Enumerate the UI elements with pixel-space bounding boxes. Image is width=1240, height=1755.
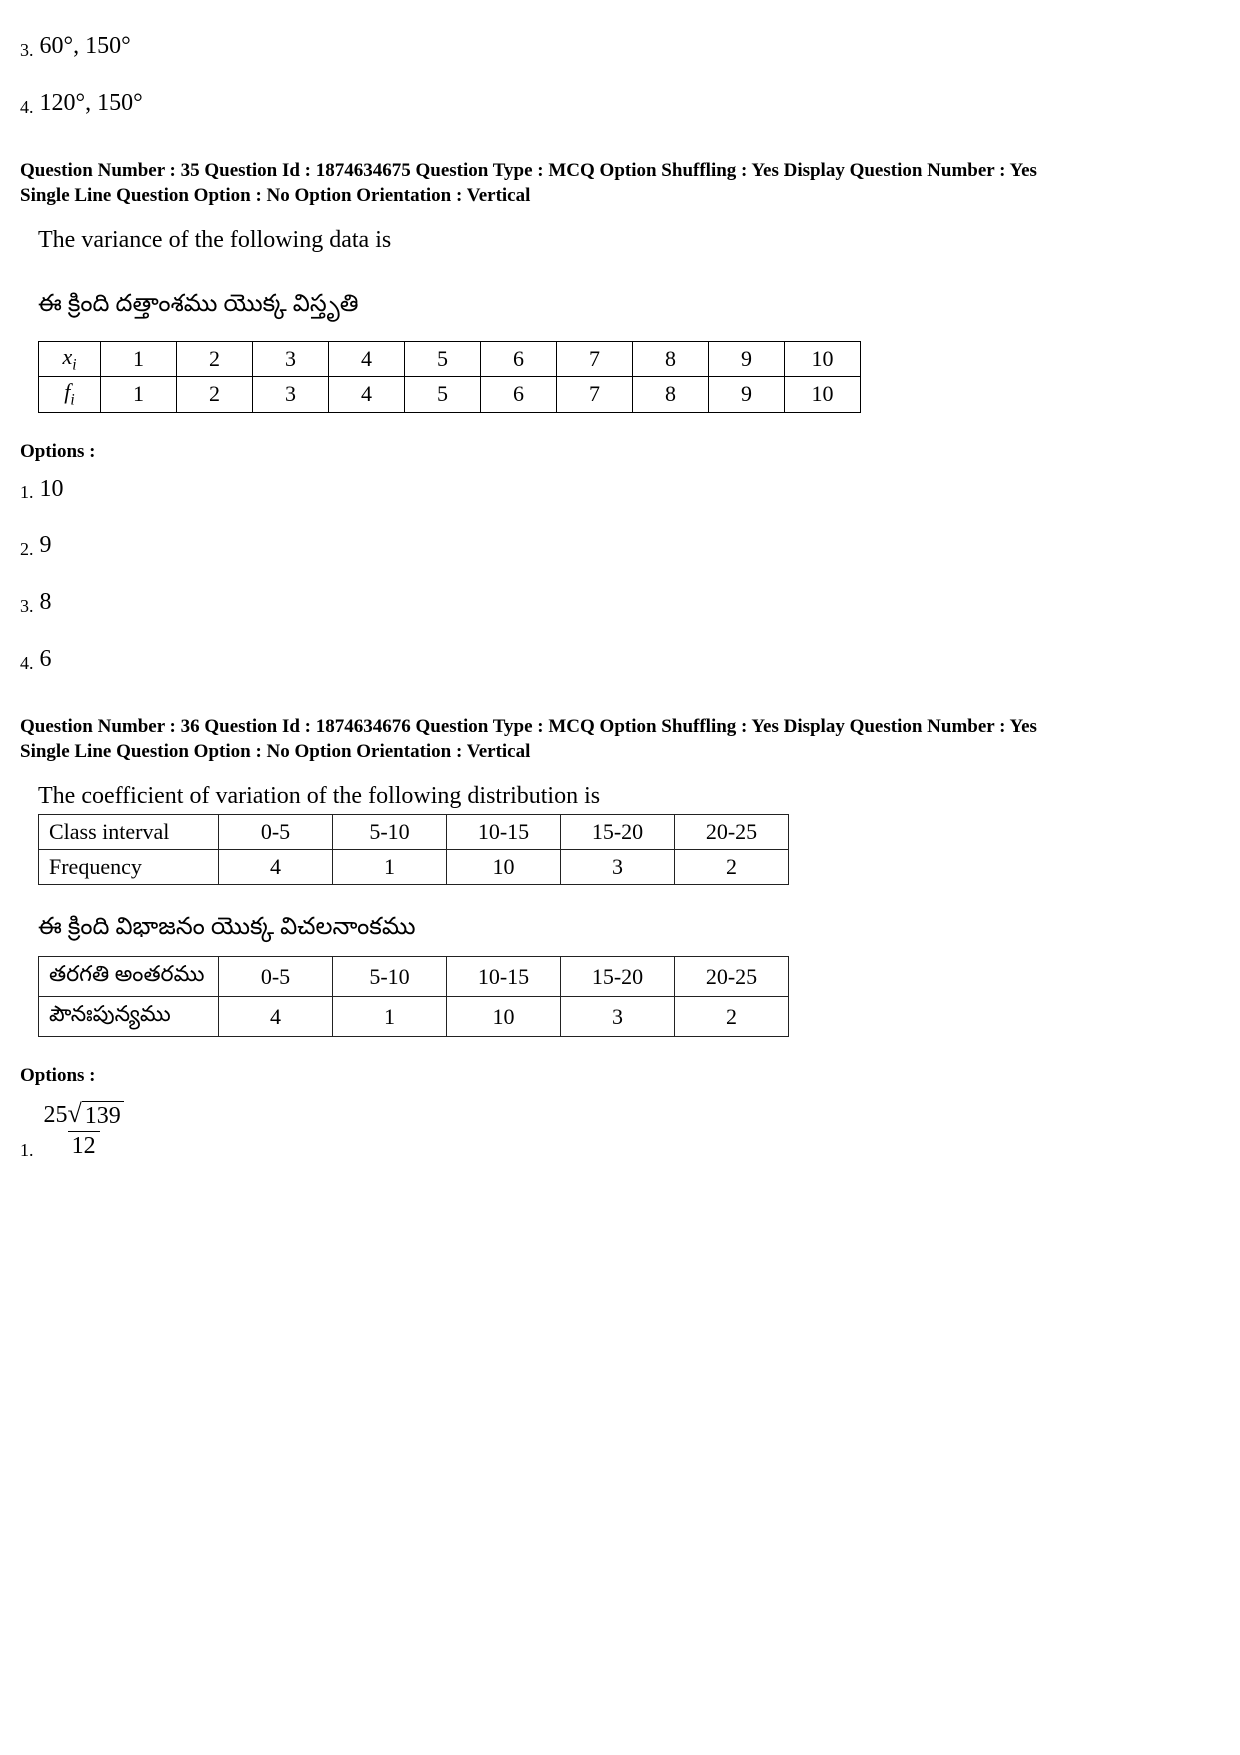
cell: 5-10 bbox=[333, 957, 447, 997]
prev-option-3: 3. 60°, 150° bbox=[20, 32, 1220, 61]
cell: 2 bbox=[177, 377, 253, 412]
fraction: 25√139 12 bbox=[40, 1099, 128, 1161]
table-row: xi 1 2 3 4 5 6 7 8 9 10 bbox=[39, 341, 861, 376]
q36-option-1: 1. 25√139 12 bbox=[20, 1099, 1220, 1161]
option-num: 4. bbox=[20, 654, 34, 674]
cell: 3 bbox=[253, 341, 329, 376]
cell: Frequency bbox=[39, 850, 219, 885]
cell: 1 bbox=[101, 341, 177, 376]
denominator: 12 bbox=[68, 1131, 100, 1161]
cell: 2 bbox=[675, 850, 789, 885]
cell: 8 bbox=[633, 341, 709, 376]
cell: 0-5 bbox=[219, 815, 333, 850]
table-row: Class interval 0-5 5-10 10-15 15-20 20-2… bbox=[39, 815, 789, 850]
cell: 7 bbox=[557, 341, 633, 376]
q35-option-4: 4. 6 bbox=[20, 645, 1220, 674]
question-36-text-en: The coefficient of variation of the foll… bbox=[38, 783, 1220, 810]
cell: 1 bbox=[333, 997, 447, 1037]
cell: 7 bbox=[557, 377, 633, 412]
cell: తరగతి అంతరము bbox=[39, 957, 219, 997]
cell: పౌనఃపున్యము bbox=[39, 997, 219, 1037]
cell: 10 bbox=[447, 850, 561, 885]
meta-line-2: Single Line Question Option : No Option … bbox=[20, 741, 530, 762]
question-36-table-en: Class interval 0-5 5-10 10-15 15-20 20-2… bbox=[38, 814, 789, 885]
cell: Class interval bbox=[39, 815, 219, 850]
row-header: fi bbox=[39, 377, 101, 412]
question-36-meta: Question Number : 36 Question Id : 18746… bbox=[20, 714, 1220, 765]
cell: 10-15 bbox=[447, 815, 561, 850]
cell: 10 bbox=[447, 997, 561, 1037]
cell: 2 bbox=[177, 341, 253, 376]
table-row: Frequency 4 1 10 3 2 bbox=[39, 850, 789, 885]
cell: 20-25 bbox=[675, 815, 789, 850]
question-35-meta: Question Number : 35 Question Id : 18746… bbox=[20, 158, 1220, 209]
option-num: 4. bbox=[20, 98, 34, 118]
meta-line-1: Question Number : 35 Question Id : 18746… bbox=[20, 160, 1037, 181]
cell: 20-25 bbox=[675, 957, 789, 997]
radicand: 139 bbox=[82, 1101, 124, 1131]
coef: 25 bbox=[44, 1102, 68, 1128]
cell: 2 bbox=[675, 997, 789, 1037]
var-x: x bbox=[62, 344, 72, 369]
cell: 9 bbox=[709, 377, 785, 412]
sub-i: i bbox=[70, 392, 74, 409]
option-text: 6 bbox=[40, 645, 52, 674]
cell: 10 bbox=[785, 341, 861, 376]
cell: 4 bbox=[329, 341, 405, 376]
option-text: 9 bbox=[40, 531, 52, 560]
table-row: fi 1 2 3 4 5 6 7 8 9 10 bbox=[39, 377, 861, 412]
option-num: 2. bbox=[20, 540, 34, 560]
option-num: 1. bbox=[20, 1141, 34, 1161]
option-num: 3. bbox=[20, 597, 34, 617]
cell: 1 bbox=[333, 850, 447, 885]
q35-option-2: 2. 9 bbox=[20, 531, 1220, 560]
cell: 3 bbox=[561, 997, 675, 1037]
row-header: xi bbox=[39, 341, 101, 376]
cell: 10 bbox=[785, 377, 861, 412]
table-row: తరగతి అంతరము 0-5 5-10 10-15 15-20 20-25 bbox=[39, 957, 789, 997]
option-text: 10 bbox=[40, 475, 64, 504]
option-text: 120°, 150° bbox=[40, 89, 143, 118]
q35-option-3: 3. 8 bbox=[20, 588, 1220, 617]
cell: 15-20 bbox=[561, 815, 675, 850]
table-row: పౌనఃపున్యము 4 1 10 3 2 bbox=[39, 997, 789, 1037]
option-num: 3. bbox=[20, 41, 34, 61]
question-36-table-te: తరగతి అంతరము 0-5 5-10 10-15 15-20 20-25 … bbox=[38, 956, 789, 1037]
option-text: 60°, 150° bbox=[40, 32, 131, 61]
cell: 5-10 bbox=[333, 815, 447, 850]
radical-icon: √ bbox=[68, 1099, 82, 1127]
sub-i: i bbox=[72, 356, 76, 373]
meta-line-2: Single Line Question Option : No Option … bbox=[20, 185, 530, 206]
sqrt: √139 bbox=[68, 1099, 124, 1131]
cell: 0-5 bbox=[219, 957, 333, 997]
cell: 6 bbox=[481, 341, 557, 376]
cell: 4 bbox=[219, 997, 333, 1037]
cell: 6 bbox=[481, 377, 557, 412]
option-num: 1. bbox=[20, 483, 34, 503]
question-35-table: xi 1 2 3 4 5 6 7 8 9 10 fi 1 2 3 4 5 6 7… bbox=[38, 341, 861, 413]
cell: 4 bbox=[329, 377, 405, 412]
options-label: Options : bbox=[20, 1065, 1220, 1087]
cell: 4 bbox=[219, 850, 333, 885]
cell: 10-15 bbox=[447, 957, 561, 997]
option-text: 8 bbox=[40, 588, 52, 617]
prev-option-4: 4. 120°, 150° bbox=[20, 89, 1220, 118]
cell: 1 bbox=[101, 377, 177, 412]
cell: 3 bbox=[253, 377, 329, 412]
cell: 5 bbox=[405, 377, 481, 412]
meta-line-1: Question Number : 36 Question Id : 18746… bbox=[20, 716, 1037, 737]
cell: 5 bbox=[405, 341, 481, 376]
cell: 15-20 bbox=[561, 957, 675, 997]
question-36-text-te: ఈ క్రింది విభాజనం యొక్క విచలనాంకము bbox=[38, 913, 1220, 946]
cell: 8 bbox=[633, 377, 709, 412]
q35-option-1: 1. 10 bbox=[20, 475, 1220, 504]
question-35-text-en: The variance of the following data is bbox=[38, 227, 1220, 254]
numerator: 25√139 bbox=[40, 1099, 128, 1131]
cell: 9 bbox=[709, 341, 785, 376]
cell: 3 bbox=[561, 850, 675, 885]
option-text: 25√139 12 bbox=[40, 1099, 128, 1161]
question-35-text-te: ఈ క్రింది దత్తాంశము యొక్క విస్తృతి bbox=[38, 290, 1220, 323]
options-label: Options : bbox=[20, 441, 1220, 463]
